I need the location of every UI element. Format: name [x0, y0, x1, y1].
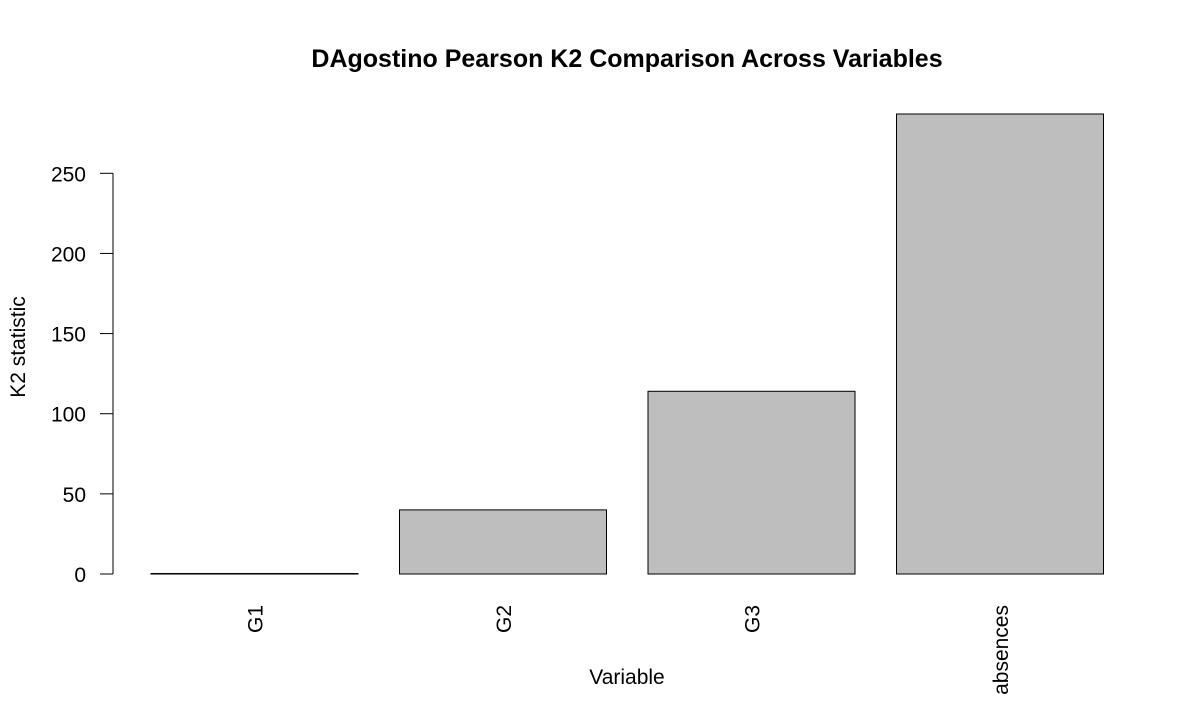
bars: [150, 113, 1104, 575]
y-axis-label: K2 statistic: [7, 296, 30, 398]
y-axis: 0 50 100 150 200 250: [51, 163, 114, 587]
bar-g2: [399, 509, 607, 575]
x-tick-label-absences: absences: [990, 605, 1013, 695]
x-axis-label: Variable: [589, 666, 665, 689]
bar-absences: [896, 113, 1104, 575]
bar-g1: [150, 573, 359, 575]
y-tick-label: 50: [63, 484, 86, 507]
x-tick-label-g2: G2: [493, 605, 516, 633]
x-tick-label-g3: G3: [742, 605, 765, 633]
bar-g3: [647, 390, 856, 575]
y-tick-label: 150: [51, 324, 86, 347]
x-tick-label-g1: G1: [245, 605, 268, 633]
y-tick-label: 200: [51, 243, 86, 266]
x-axis-tick-labels: G1 G2 G3 absences: [245, 605, 1014, 695]
y-tick-label: 250: [51, 163, 86, 186]
y-tick-label: 100: [51, 404, 86, 427]
y-tick-label: 0: [74, 564, 86, 587]
chart-title: DAgostino Pearson K2 Comparison Across V…: [311, 45, 942, 73]
